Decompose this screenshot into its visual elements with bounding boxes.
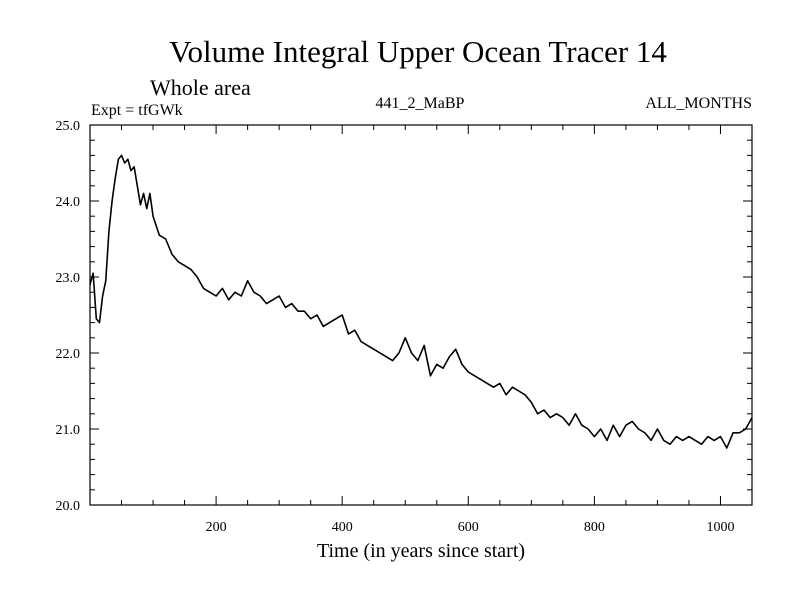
y-tick-label: 20.0 [56,499,81,514]
x-tick-label: 800 [584,520,605,535]
y-tick-label: 25.0 [56,119,81,134]
x-axis-label: Time (in years since start) [317,540,525,562]
series-line-tracer14 [89,154,753,449]
y-tick-label: 24.0 [56,195,81,210]
chart-title: Volume Integral Upper Ocean Tracer 14 [169,34,667,69]
experiment-label: Expt = tfGWk [91,102,183,119]
axis-ticks [90,125,752,505]
y-tick-label: 21.0 [56,423,81,438]
x-tick-label: 400 [332,520,353,535]
x-tick-labels: 200 400 600 800 1000 [206,520,735,535]
plot-frame [89,124,753,506]
x-tick-label: 200 [206,520,227,535]
run-label: 441_2_MaBP [376,95,465,112]
y-tick-label: 23.0 [56,271,81,286]
x-tick-label: 600 [458,520,479,535]
y-tick-label: 22.0 [56,347,81,362]
x-tick-label: 1000 [706,520,734,535]
y-tick-labels: 20.0 21.0 22.0 23.0 24.0 25.0 [56,119,81,514]
months-label: ALL_MONTHS [645,95,752,112]
chart-subtitle: Whole area [150,75,251,100]
